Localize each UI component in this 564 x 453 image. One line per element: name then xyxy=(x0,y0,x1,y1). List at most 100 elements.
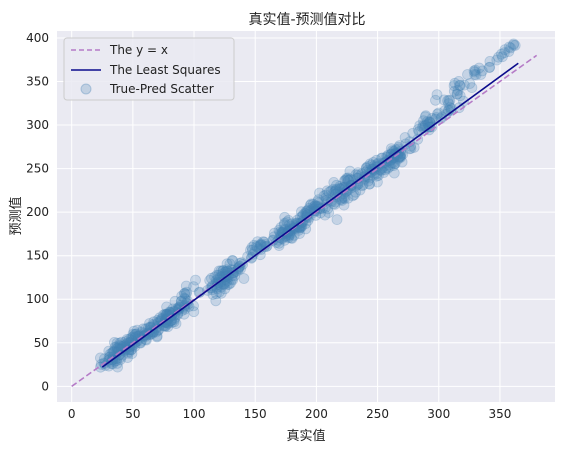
scatter-point xyxy=(499,44,511,55)
x-tick-label: 350 xyxy=(488,407,511,421)
scatter-point xyxy=(329,198,341,210)
y-tick-label: 250 xyxy=(26,162,49,176)
scatter-point xyxy=(331,214,343,226)
scatter-point xyxy=(420,110,432,122)
scatter-point xyxy=(258,236,270,248)
scatter-point xyxy=(159,308,171,320)
scatter-point xyxy=(496,51,508,63)
scatter-point xyxy=(230,265,242,277)
scatter-point xyxy=(251,241,263,253)
scatter-point xyxy=(371,176,383,188)
scatter-point xyxy=(342,192,354,204)
scatter-point xyxy=(281,216,293,228)
scatter-point xyxy=(178,308,190,320)
scatter-point xyxy=(232,264,244,276)
scatter-point xyxy=(312,196,324,208)
scatter-point xyxy=(458,95,469,107)
scatter-point xyxy=(414,120,426,131)
y-tick-label: 0 xyxy=(41,379,49,393)
scatter-point xyxy=(219,283,231,295)
scatter-point xyxy=(286,232,298,244)
scatter-point xyxy=(318,190,330,202)
scatter-point xyxy=(453,76,465,87)
scatter-point xyxy=(307,198,319,210)
scatter-point xyxy=(417,120,429,132)
scatter-point xyxy=(385,143,397,155)
scatter-point xyxy=(251,240,262,252)
scatter-point xyxy=(470,69,482,81)
scatter-point xyxy=(270,237,282,248)
scatter-point xyxy=(95,352,106,364)
yx-reference-line xyxy=(71,54,538,387)
scatter-point xyxy=(451,88,463,100)
scatter-point xyxy=(144,318,155,329)
scatter-point xyxy=(151,330,163,342)
scatter-point xyxy=(454,90,466,102)
scatter-point xyxy=(301,210,313,222)
scatter-point xyxy=(469,69,481,80)
scatter-point xyxy=(458,79,470,91)
scatter-point xyxy=(111,357,123,369)
scatter-point xyxy=(442,95,454,107)
scatter-point xyxy=(399,132,411,143)
scatter-point xyxy=(319,209,331,221)
scatter-point xyxy=(433,107,445,119)
x-tick-label: 0 xyxy=(68,407,76,421)
scatter-point xyxy=(336,195,348,207)
x-tick-label: 150 xyxy=(244,407,267,421)
scatter-point xyxy=(103,345,115,357)
scatter-point xyxy=(312,194,324,206)
scatter-point xyxy=(473,62,485,74)
scatter-point xyxy=(350,169,362,181)
scatter-point xyxy=(491,54,503,66)
scatter-point xyxy=(379,164,391,176)
scatter-point xyxy=(323,207,335,219)
scatter-point xyxy=(217,265,229,277)
scatter-point xyxy=(475,69,487,80)
scatter-point xyxy=(378,167,390,178)
scatter-point xyxy=(330,183,342,195)
scatter-point xyxy=(341,173,353,185)
scatter-point xyxy=(148,316,160,328)
scatter-point xyxy=(364,178,375,190)
scatter-point xyxy=(111,341,122,353)
scatter-point xyxy=(108,345,120,357)
scatter-point xyxy=(222,271,234,283)
scatter-point xyxy=(116,336,128,348)
scatter-point xyxy=(341,172,353,184)
scatter-point xyxy=(328,176,340,188)
scatter-point xyxy=(121,333,133,345)
scatter-point xyxy=(445,105,457,116)
series-lines xyxy=(71,54,538,387)
scatter-point xyxy=(258,241,270,253)
scatter-point xyxy=(109,336,120,348)
scatter-point xyxy=(418,115,429,127)
scatter-point xyxy=(170,318,182,330)
scatter-point xyxy=(217,265,229,276)
scatter-point xyxy=(469,66,481,78)
scatter-point xyxy=(338,199,350,211)
scatter-point xyxy=(452,85,464,96)
scatter-point xyxy=(389,158,401,170)
scatter-point xyxy=(503,41,515,53)
scatter-point xyxy=(302,204,314,216)
scatter-point xyxy=(115,340,127,352)
x-tick-label: 200 xyxy=(305,407,328,421)
scatter-point xyxy=(215,265,227,277)
scatter-point xyxy=(357,179,369,191)
scatter-point xyxy=(293,224,305,236)
scatter-point xyxy=(495,48,507,60)
legend-label-yx-line: The y = x xyxy=(109,43,168,57)
y-tick-label: 400 xyxy=(26,31,49,45)
scatter-point xyxy=(128,325,140,337)
scatter-point xyxy=(347,190,359,202)
scatter-point xyxy=(273,240,285,252)
scatter-point xyxy=(334,180,346,192)
scatter-point xyxy=(294,228,305,240)
scatter-point xyxy=(283,214,294,226)
scatter-point xyxy=(498,47,510,59)
scatter-point xyxy=(188,306,200,318)
scatter-point xyxy=(129,328,141,340)
scatter-point xyxy=(382,162,394,174)
